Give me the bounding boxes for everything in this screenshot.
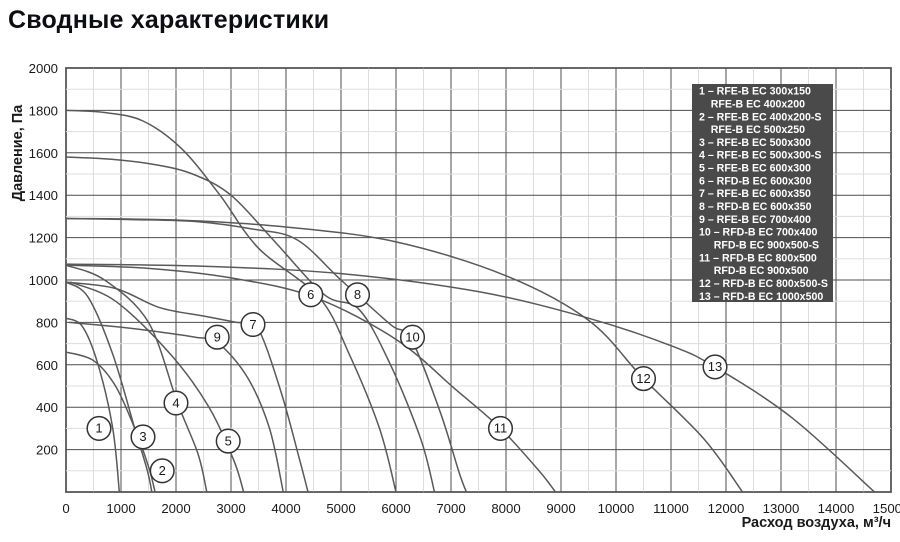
svg-text:4: 4 xyxy=(172,395,179,410)
svg-text:12000: 12000 xyxy=(708,501,745,516)
svg-text:6: 6 xyxy=(307,287,314,302)
svg-text:RFD-B EC 900x500: RFD-B EC 900x500 xyxy=(699,265,809,277)
svg-text:8000: 8000 xyxy=(491,501,520,516)
svg-text:1200: 1200 xyxy=(29,231,58,246)
svg-text:2 – RFE-B EC 400x200-S: 2 – RFE-B EC 400x200-S xyxy=(699,111,821,123)
svg-text:3000: 3000 xyxy=(216,501,245,516)
svg-text:200: 200 xyxy=(36,443,58,458)
svg-text:9000: 9000 xyxy=(546,501,575,516)
svg-text:2: 2 xyxy=(159,463,166,478)
svg-text:0: 0 xyxy=(62,501,69,516)
svg-text:2000: 2000 xyxy=(161,501,190,516)
svg-text:Давление, Па: Давление, Па xyxy=(10,104,26,201)
svg-text:800: 800 xyxy=(36,315,58,330)
svg-text:10000: 10000 xyxy=(598,501,635,516)
svg-text:1 – RFE-B EC 300x150: 1 – RFE-B EC 300x150 xyxy=(699,86,811,98)
svg-text:1: 1 xyxy=(95,421,102,436)
svg-text:5 – RFE-B EC 600x300: 5 – RFE-B EC 600x300 xyxy=(699,163,811,175)
svg-text:1000: 1000 xyxy=(106,501,135,516)
svg-text:2000: 2000 xyxy=(29,61,58,76)
svg-text:10: 10 xyxy=(405,330,419,345)
svg-text:6 – RFD-B EC 600x300: 6 – RFD-B EC 600x300 xyxy=(699,175,812,187)
svg-text:7000: 7000 xyxy=(436,501,465,516)
svg-text:5: 5 xyxy=(225,433,232,448)
svg-text:4000: 4000 xyxy=(271,501,300,516)
svg-text:RFE-B EC 400x200: RFE-B EC 400x200 xyxy=(699,98,805,110)
svg-text:Расход воздуха, м³/ч: Расход воздуха, м³/ч xyxy=(742,515,891,531)
svg-text:13 – RFD-B EC 1000x500: 13 – RFD-B EC 1000x500 xyxy=(699,291,823,303)
svg-text:15000: 15000 xyxy=(873,501,900,516)
svg-text:1400: 1400 xyxy=(29,188,58,203)
svg-text:9: 9 xyxy=(214,330,221,345)
svg-text:11 – RFD-B EC 800x500: 11 – RFD-B EC 800x500 xyxy=(699,252,817,264)
svg-text:3: 3 xyxy=(139,429,146,444)
svg-text:13000: 13000 xyxy=(763,501,800,516)
svg-text:6000: 6000 xyxy=(381,501,410,516)
svg-text:5000: 5000 xyxy=(326,501,355,516)
svg-text:400: 400 xyxy=(36,400,58,415)
svg-text:12 – RFD-B EC 800x500-S: 12 – RFD-B EC 800x500-S xyxy=(699,278,828,290)
svg-text:11000: 11000 xyxy=(653,501,689,516)
svg-text:3 – RFE-B EC 500x300: 3 – RFE-B EC 500x300 xyxy=(699,137,811,149)
svg-text:1600: 1600 xyxy=(29,146,58,161)
svg-text:600: 600 xyxy=(36,358,58,373)
svg-text:13: 13 xyxy=(708,359,722,374)
svg-text:12: 12 xyxy=(636,371,650,386)
svg-text:9 – RFE-B EC 700x400: 9 – RFE-B EC 700x400 xyxy=(699,214,811,226)
svg-text:14000: 14000 xyxy=(818,501,855,516)
svg-text:1800: 1800 xyxy=(29,103,58,118)
svg-text:1000: 1000 xyxy=(29,273,58,288)
svg-text:7: 7 xyxy=(249,317,256,332)
svg-text:RFD-B EC 900x500-S: RFD-B EC 900x500-S xyxy=(699,240,819,252)
svg-text:4 – RFE-B EC 500x300-S: 4 – RFE-B EC 500x300-S xyxy=(699,150,821,162)
svg-text:8 – RFD-B EC 600x350: 8 – RFD-B EC 600x350 xyxy=(699,201,812,213)
svg-text:8: 8 xyxy=(354,287,361,302)
svg-text:10 – RFD-B EC 700x400: 10 – RFD-B EC 700x400 xyxy=(699,227,817,239)
svg-text:7 – RFE-B EC 600x350: 7 – RFE-B EC 600x350 xyxy=(699,188,811,200)
svg-text:RFE-B EC 500x250: RFE-B EC 500x250 xyxy=(699,124,805,136)
svg-text:11: 11 xyxy=(494,421,508,436)
